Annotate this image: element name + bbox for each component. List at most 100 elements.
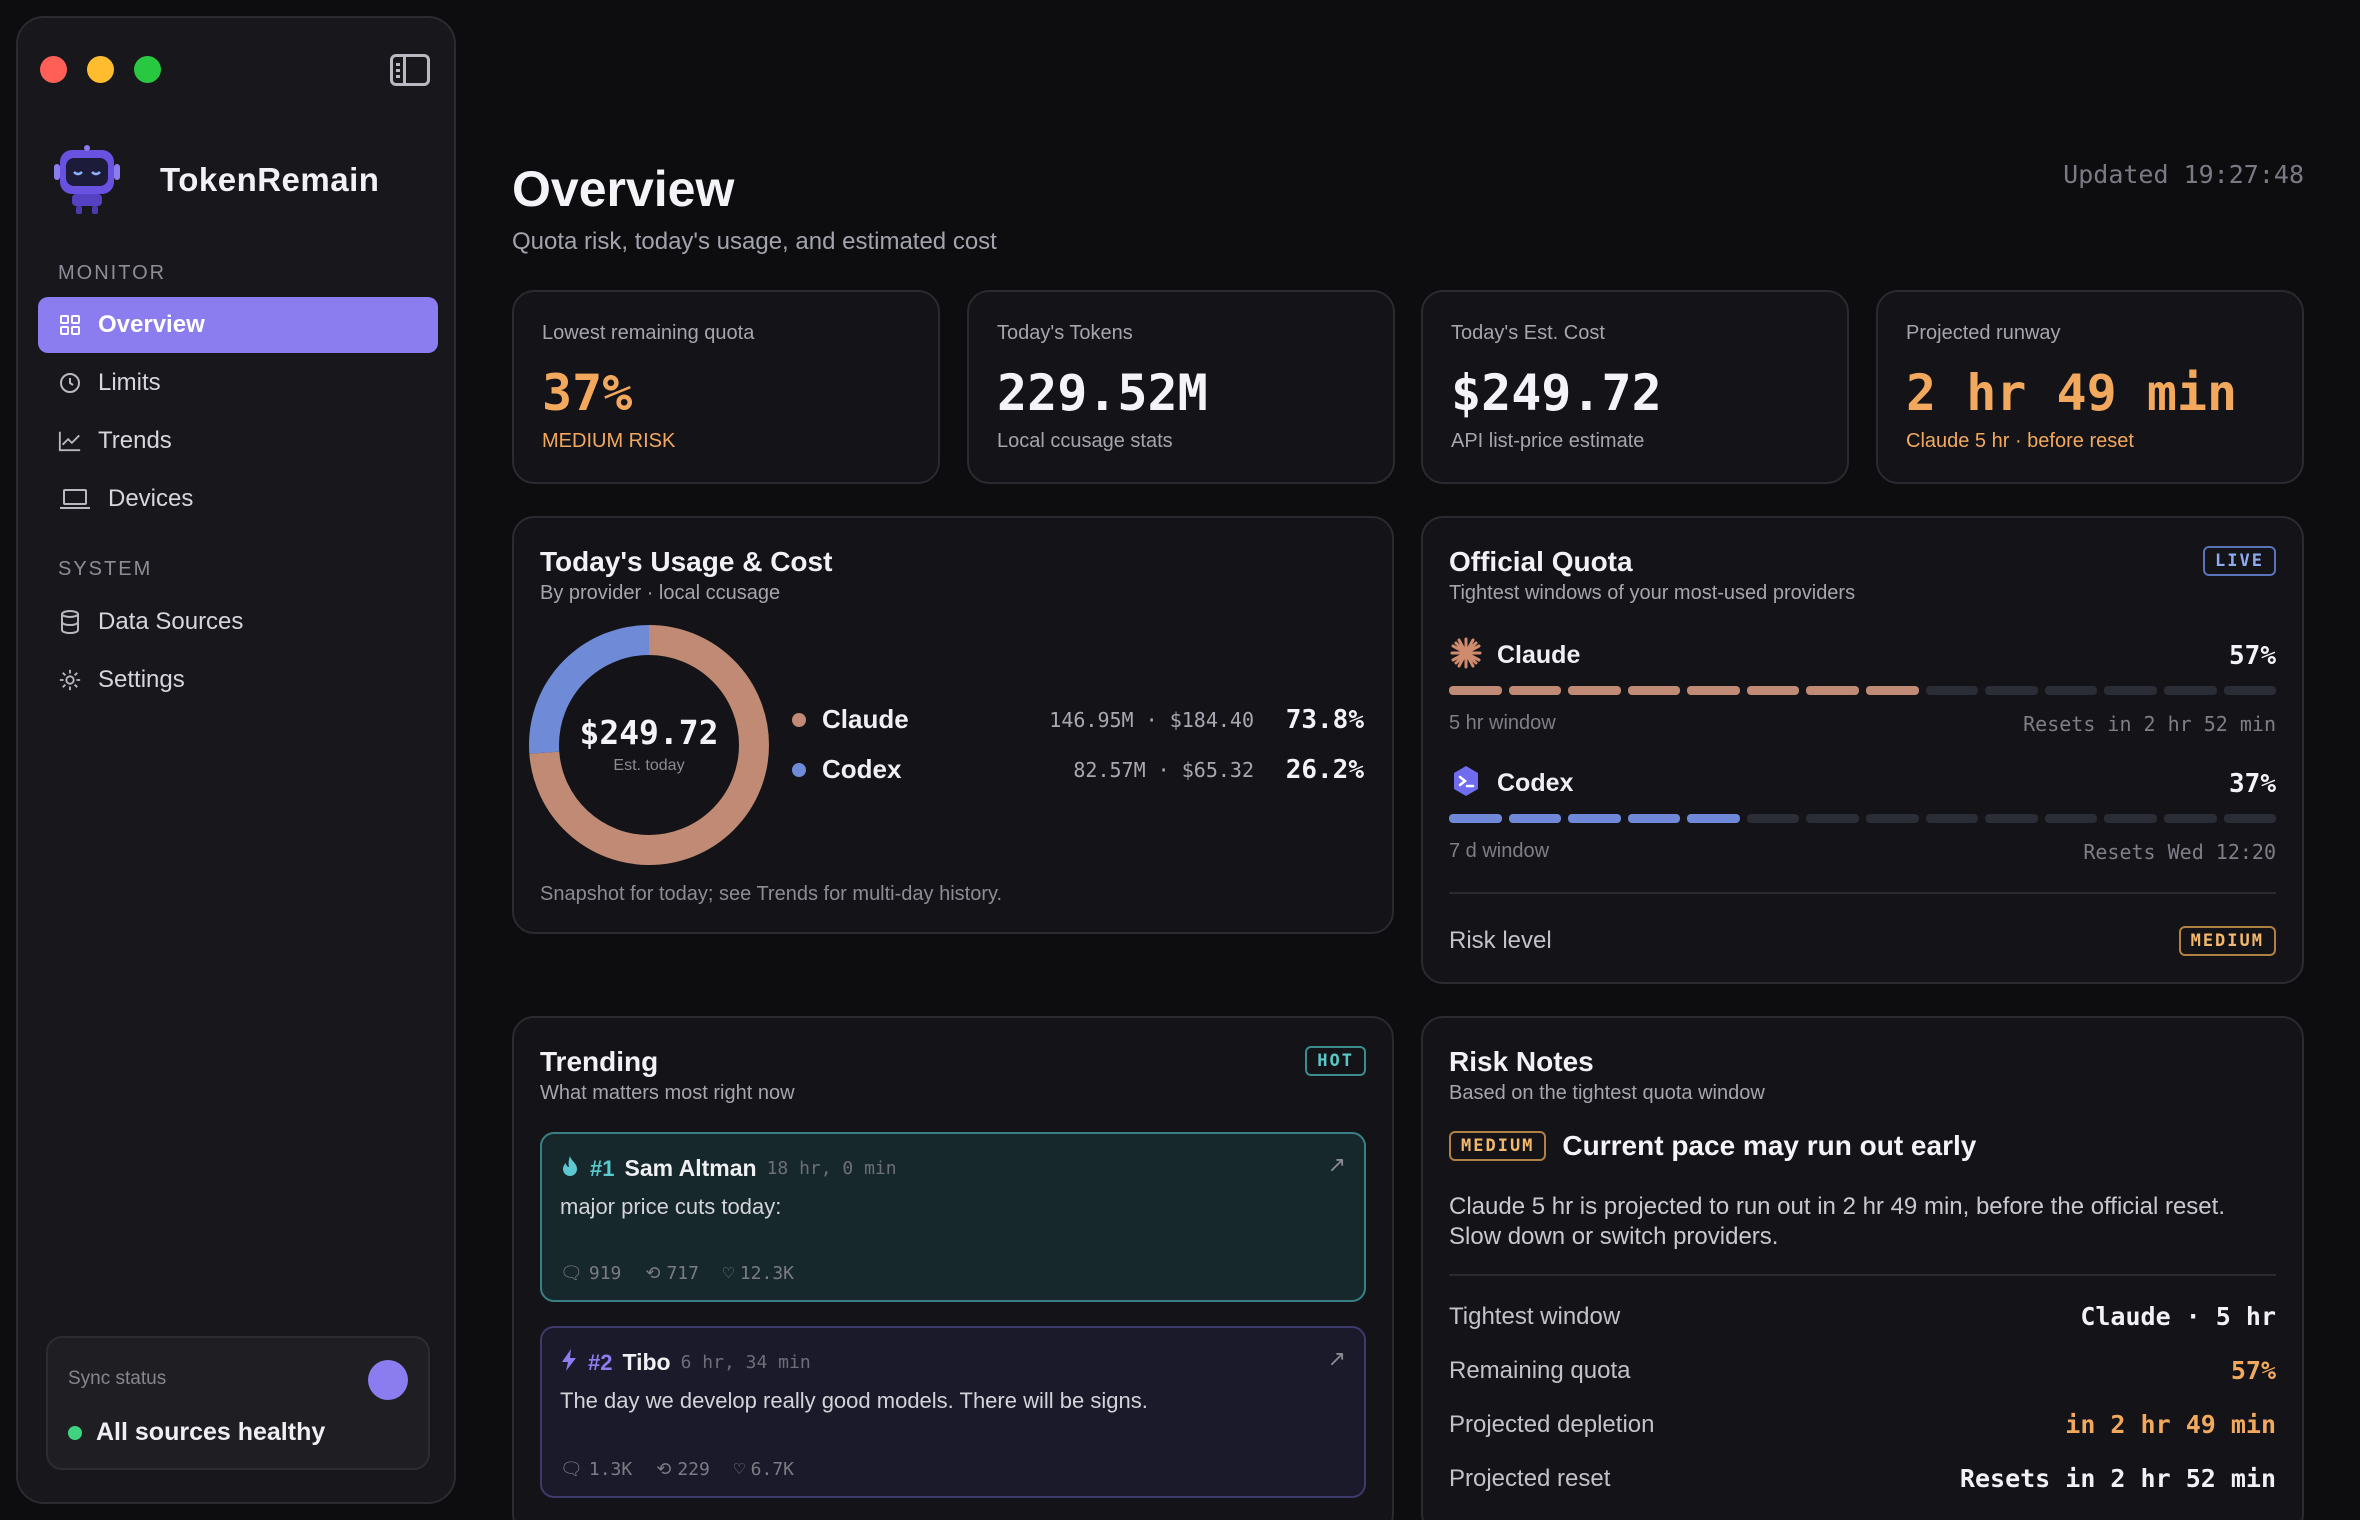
page-title: Overview	[512, 161, 735, 217]
sync-status-value: All sources healthy	[68, 1418, 325, 1447]
grid-icon	[58, 313, 82, 337]
app-name: TokenRemain	[160, 161, 380, 198]
live-badge: LIVE	[2203, 546, 2276, 576]
stat-label: Projected runway	[1906, 322, 2061, 344]
stat-card-runway: Projected runway 2 hr 49 min Claude 5 hr…	[1876, 290, 2304, 484]
system-nav: Data Sources Settings	[38, 594, 438, 710]
bolt-icon	[560, 1348, 578, 1377]
quota-segment	[1627, 814, 1681, 823]
stat-value: 37%	[542, 364, 633, 422]
post-replies: 🗨 1.3K	[560, 1459, 632, 1480]
donut-center-value: $249.72	[579, 713, 718, 752]
database-icon	[58, 610, 82, 635]
nav-label: Settings	[98, 666, 185, 693]
nav-label: Data Sources	[98, 608, 244, 635]
system-section-label: SYSTEM	[58, 558, 153, 580]
post-time: 6 hr, 34 min	[680, 1352, 811, 1373]
legend-name: Claude	[822, 704, 909, 734]
quota-bar-codex	[1449, 814, 2277, 823]
nav-item-settings[interactable]: Settings	[38, 652, 438, 708]
card-title: Trending	[540, 1046, 659, 1077]
quota-segment	[1449, 686, 1502, 695]
external-link-icon[interactable]: ↗	[1327, 1346, 1346, 1371]
claude-logo-icon	[1449, 636, 1483, 675]
repost-icon: ⟲	[645, 1263, 661, 1284]
post-replies-count: 919	[588, 1263, 622, 1284]
risk-level-label: Risk level	[1449, 927, 1552, 954]
post-reposts: ⟲ 717	[645, 1263, 699, 1284]
zoom-window-button[interactable]	[134, 56, 161, 83]
legend-pct: 73.8%	[1285, 704, 1364, 735]
stat-value: 2 hr 49 min	[1906, 364, 2238, 422]
comment-icon: 🗨	[560, 1459, 583, 1480]
quota-segment	[1449, 814, 1502, 823]
legend-row-claude: Claude 146.95M · $184.40 73.8%	[792, 704, 1364, 735]
external-link-icon[interactable]: ↗	[1327, 1152, 1346, 1177]
risk-row-key: Projected depletion	[1449, 1410, 1655, 1438]
risk-notes-card: Risk Notes Based on the tightest quota w…	[1421, 1016, 2304, 1520]
card-subtitle: Tightest windows of your most-used provi…	[1449, 582, 1856, 604]
quota-segment	[2223, 686, 2277, 695]
sidebar-toggle-icon[interactable]	[390, 54, 430, 86]
legend-name: Codex	[822, 754, 902, 784]
nav-item-limits[interactable]: Limits	[38, 355, 438, 411]
legend-stats: 146.95M · $184.40	[1049, 707, 1254, 732]
quota-meta-claude: 5 hr window Resets in 2 hr 52 min	[1449, 712, 2276, 736]
risk-row-value: Resets in 2 hr 52 min	[1959, 1464, 2276, 1493]
page-subtitle: Quota risk, today's usage, and estimated…	[512, 228, 997, 255]
repost-icon: ⟲	[656, 1459, 672, 1480]
risk-row-value: 57%	[2230, 1356, 2276, 1385]
official-quota-card: Official Quota Tightest windows of your …	[1421, 516, 2304, 984]
legend-row-codex: Codex 82.57M · $65.32 26.2%	[792, 754, 1364, 785]
trending-post[interactable]: #2 Tibo 6 hr, 34 min ↗ The day we develo…	[540, 1326, 1366, 1498]
quota-segment	[1568, 686, 1621, 695]
risk-row-key: Projected reset	[1449, 1464, 1611, 1492]
quota-reset: Resets in 2 hr 52 min	[2023, 712, 2276, 736]
quota-segment	[1925, 686, 1979, 695]
sync-refresh-button[interactable]	[368, 1360, 408, 1400]
risk-row-remaining-quota: Remaining quota 57%	[1449, 1356, 2276, 1385]
close-window-button[interactable]	[40, 56, 67, 83]
quota-segment	[2104, 686, 2157, 695]
card-title: Today's Usage & Cost	[540, 546, 833, 577]
robot-logo-icon	[52, 144, 122, 216]
sync-status-card: Sync status All sources healthy	[46, 1336, 430, 1470]
divider	[1449, 1274, 2276, 1276]
quota-segment	[1746, 814, 1800, 823]
trending-post[interactable]: #1 Sam Altman 18 hr, 0 min ↗ major price…	[540, 1132, 1366, 1302]
main-content: Overview Quota risk, today's usage, and …	[512, 0, 2360, 1520]
nav-item-overview[interactable]: Overview	[38, 297, 438, 353]
monitor-section-label: MONITOR	[58, 262, 167, 284]
quota-row-claude: Claude 57%	[1449, 636, 2276, 675]
nav-item-data-sources[interactable]: Data Sources	[38, 594, 438, 650]
nav-item-devices[interactable]: Devices	[38, 471, 438, 527]
minimize-window-button[interactable]	[87, 56, 114, 83]
quota-provider-name: Claude	[1497, 641, 1581, 669]
legend-swatch	[792, 762, 806, 777]
nav-item-trends[interactable]: Trends	[38, 413, 438, 469]
post-replies-count: 1.3K	[588, 1459, 633, 1480]
post-rank: #1	[590, 1155, 615, 1181]
stat-label: Lowest remaining quota	[542, 322, 755, 344]
card-subtitle: By provider · local ccusage	[540, 582, 781, 604]
quota-provider-name: Codex	[1497, 769, 1574, 797]
risk-row-value: Claude · 5 hr	[2080, 1302, 2276, 1331]
post-likes: ♡ 6.7K	[734, 1459, 794, 1480]
donut-center-label: Est. today	[613, 757, 684, 774]
post-rank: #2	[588, 1349, 613, 1375]
card-title: Risk Notes	[1449, 1046, 1594, 1077]
risk-row-projected-reset: Projected reset Resets in 2 hr 52 min	[1449, 1464, 2276, 1493]
quota-segment	[1746, 686, 1800, 695]
quota-segment	[2223, 814, 2277, 823]
post-header: #1 Sam Altman 18 hr, 0 min	[560, 1154, 897, 1183]
risk-level-row: Risk level MEDIUM	[1449, 926, 2276, 956]
post-stats: 🗨 919 ⟲ 717 ♡ 12.3K	[560, 1263, 794, 1284]
card-subtitle: Based on the tightest quota window	[1449, 1082, 1765, 1104]
divider	[1449, 892, 2276, 894]
risk-headline: Current pace may run out early	[1562, 1130, 1977, 1161]
quota-segment	[2163, 814, 2217, 823]
card-title: Official Quota	[1449, 546, 1633, 577]
risk-body: Claude 5 hr is projected to run out in 2…	[1449, 1193, 2225, 1250]
comment-icon: 🗨	[560, 1263, 583, 1284]
quota-segment	[1806, 814, 1860, 823]
